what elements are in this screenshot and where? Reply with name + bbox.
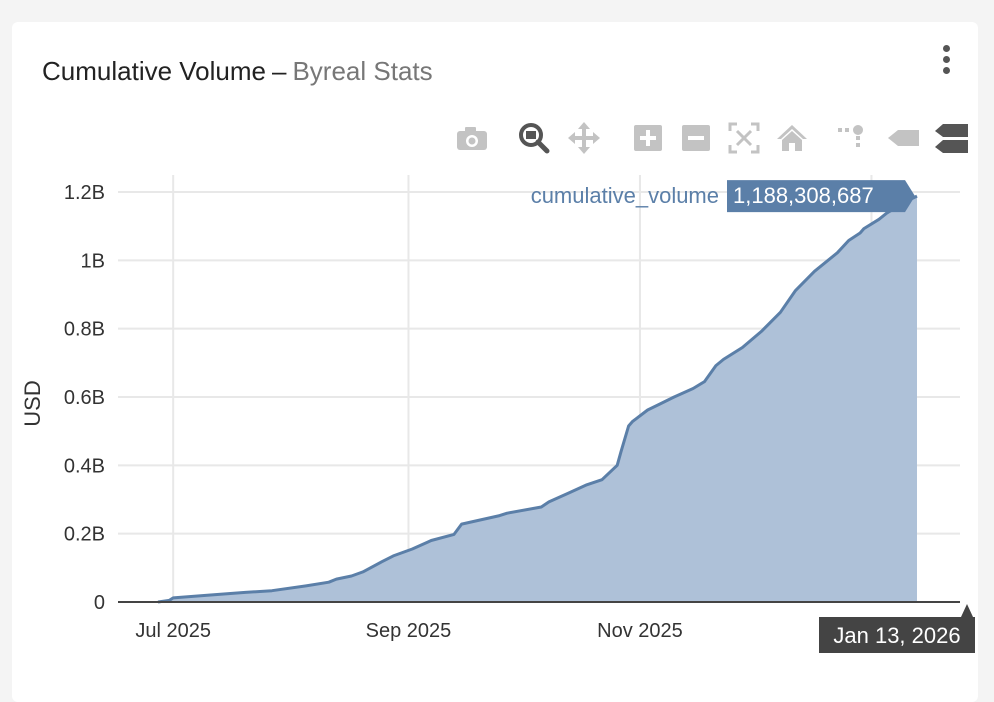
y-tick-label: 0.4B: [64, 455, 105, 477]
modebar: [440, 120, 970, 156]
data-point[interactable]: [327, 580, 331, 584]
data-point[interactable]: [380, 560, 384, 564]
data-point[interactable]: [615, 463, 619, 467]
data-point[interactable]: [702, 380, 706, 384]
data-point[interactable]: [539, 505, 543, 509]
zoom-in-icon[interactable]: [630, 120, 666, 156]
x-tick-label: Jul 2025: [135, 620, 211, 642]
data-point[interactable]: [619, 450, 623, 454]
data-point[interactable]: [794, 288, 798, 292]
y-tick-label: 0.2B: [64, 524, 105, 546]
data-point[interactable]: [391, 554, 395, 558]
data-point[interactable]: [498, 514, 502, 518]
title-text: Cumulative Volume: [42, 56, 266, 86]
data-point[interactable]: [585, 483, 589, 487]
data-point[interactable]: [243, 590, 247, 594]
hover-closest-icon[interactable]: [886, 120, 922, 156]
tooltip-series-name: cumulative_volume: [531, 183, 719, 208]
data-point[interactable]: [410, 547, 414, 551]
data-point[interactable]: [657, 403, 661, 407]
chart-title: Cumulative Volume – Byreal Stats: [42, 56, 433, 87]
x-tick-label: Sep 2025: [366, 620, 452, 642]
data-point[interactable]: [452, 532, 456, 536]
data-point[interactable]: [156, 600, 160, 604]
data-point[interactable]: [847, 239, 851, 243]
tooltip-value-box: [727, 180, 915, 213]
x-hover-box: [819, 604, 975, 653]
data-point[interactable]: [877, 217, 881, 221]
home-icon[interactable]: [774, 120, 810, 156]
data-point[interactable]: [460, 522, 464, 526]
zoom-out-icon[interactable]: [678, 120, 714, 156]
data-point[interactable]: [714, 364, 718, 368]
data-point[interactable]: [429, 539, 433, 543]
data-point[interactable]: [858, 231, 862, 235]
y-tick-label: 1B: [81, 250, 105, 272]
pan-icon[interactable]: [566, 120, 602, 156]
data-point[interactable]: [600, 478, 604, 482]
y-tick-label: 0: [94, 592, 105, 614]
data-point[interactable]: [205, 593, 209, 597]
data-point[interactable]: [630, 420, 634, 424]
title-separator: –: [272, 56, 287, 86]
area-fill: [158, 196, 917, 602]
data-point[interactable]: [835, 251, 839, 255]
data-point[interactable]: [547, 500, 551, 504]
data-point[interactable]: [646, 408, 650, 412]
spike-lines-icon[interactable]: [832, 120, 868, 156]
data-point[interactable]: [361, 570, 365, 574]
data-point[interactable]: [505, 511, 509, 515]
data-point[interactable]: [304, 584, 308, 588]
data-point[interactable]: [425, 540, 429, 544]
tooltip-value: 1,188,308,687: [733, 183, 874, 208]
y-tick-label: 0.8B: [64, 319, 105, 341]
zoom-icon[interactable]: [516, 120, 552, 156]
y-tick-label: 0.6B: [64, 387, 105, 409]
data-point[interactable]: [270, 589, 274, 593]
x-tick-label: Nov 2025: [597, 620, 683, 642]
data-point[interactable]: [672, 395, 676, 399]
data-point[interactable]: [566, 491, 570, 495]
series-line[interactable]: [157, 194, 918, 604]
data-point[interactable]: [334, 577, 338, 581]
data-point[interactable]: [721, 357, 725, 361]
data-point[interactable]: [691, 386, 695, 390]
data-point[interactable]: [740, 345, 744, 349]
camera-icon[interactable]: [454, 120, 490, 156]
data-point[interactable]: [759, 329, 763, 333]
y-tick-label: 1.2B: [64, 182, 105, 204]
x-hover-label: Jan 13, 2026: [833, 623, 960, 648]
data-point[interactable]: [813, 269, 817, 273]
data-point[interactable]: [350, 574, 354, 578]
autoscale-icon[interactable]: [726, 120, 762, 156]
y-axis-label: USD: [20, 380, 45, 426]
data-point[interactable]: [915, 194, 919, 198]
data-point[interactable]: [167, 598, 171, 602]
data-point[interactable]: [627, 424, 631, 428]
data-point[interactable]: [171, 596, 175, 600]
chart-svg[interactable]: 0 0.2B 0.4B 0.6B 0.8B 1B 1.2B Jul 2025 Sep 2025…: [0, 0, 994, 686]
hover-compare-icon[interactable]: [934, 120, 970, 156]
data-point[interactable]: [778, 310, 782, 314]
data-point[interactable]: [862, 227, 866, 231]
title-subtitle: Byreal Stats: [292, 56, 433, 86]
more-menu-icon[interactable]: [938, 42, 954, 82]
